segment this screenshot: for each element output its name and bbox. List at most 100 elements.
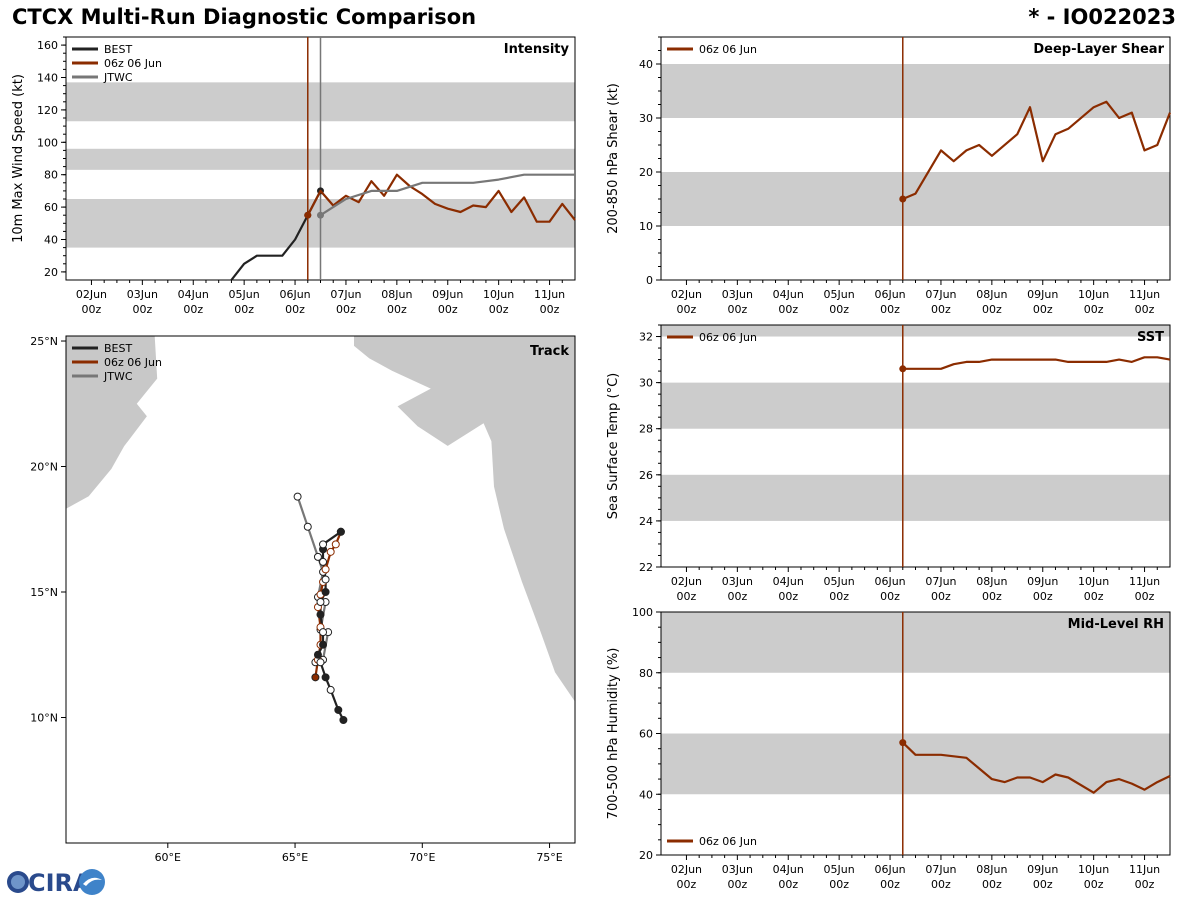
x-tick-label-day: 11Jun <box>1129 575 1160 588</box>
x-tick-label-day: 08Jun <box>976 863 1007 876</box>
panel-title: Intensity <box>504 42 570 57</box>
x-tick-label-day: 05Jun <box>229 288 260 301</box>
x-tick-label-day: 05Jun <box>824 575 855 588</box>
track-point-jtwc <box>313 552 322 561</box>
x-tick-label-hour: 00z <box>829 303 849 316</box>
track-point-run <box>326 547 335 556</box>
x-tick-label-day: 08Jun <box>976 575 1007 588</box>
x-tick-label-day: 09Jun <box>1027 288 1058 301</box>
x-tick-label-day: 02Jun <box>671 575 702 588</box>
y-tick-label: 120 <box>37 104 58 117</box>
x-tick-label-day: 10Jun <box>483 288 514 301</box>
x-tick-label-day: 09Jun <box>1027 863 1058 876</box>
series-marker-run <box>899 195 907 203</box>
x-tick-label-day: 03Jun <box>127 288 158 301</box>
x-tick-label-hour: 00z <box>336 303 356 316</box>
y-tick-label: 60 <box>639 728 653 741</box>
x-tick-label-hour: 00z <box>1084 590 1104 603</box>
shaded-band <box>661 474 1170 521</box>
y-tick-label: 30 <box>639 377 653 390</box>
shaded-band <box>661 325 1170 337</box>
legend-label-jtwc: JTWC <box>103 370 133 383</box>
y-tick-label: 20 <box>639 849 653 862</box>
land-india <box>353 335 576 704</box>
y-axis-label: 700-500 hPa Humidity (%) <box>606 648 621 820</box>
panel-title: Mid-Level RH <box>1068 617 1164 632</box>
x-tick-label-day: 07Jun <box>925 575 956 588</box>
lat-tick-label: 10°N <box>30 712 58 725</box>
panel-title: Deep-Layer Shear <box>1033 42 1164 57</box>
track-point-best <box>321 673 330 682</box>
y-tick-label: 32 <box>639 331 653 344</box>
y-tick-label: 160 <box>37 39 58 52</box>
x-tick-label-day: 07Jun <box>925 288 956 301</box>
x-tick-label-hour: 00z <box>1135 303 1155 316</box>
x-tick-label-day: 11Jun <box>1129 288 1160 301</box>
lon-tick-label: 65°E <box>282 851 308 864</box>
y-tick-label: 26 <box>639 469 653 482</box>
track-point-best <box>316 658 325 667</box>
series-marker-run <box>304 211 312 219</box>
y-tick-label: 20 <box>44 266 58 279</box>
lon-tick-label: 75°E <box>536 851 562 864</box>
legend-label-best: BEST <box>104 43 132 56</box>
y-axis-label: Sea Surface Temp (°C) <box>606 373 621 520</box>
track-point-run <box>321 565 330 574</box>
y-tick-label: 40 <box>639 788 653 801</box>
x-tick-label-hour: 00z <box>1033 590 1053 603</box>
x-tick-label-hour: 00z <box>1135 878 1155 891</box>
x-tick-label-hour: 00z <box>982 878 1002 891</box>
track-point-best <box>321 575 330 584</box>
y-tick-label: 100 <box>632 606 653 619</box>
legend-label-run: 06z 06 Jun <box>699 43 757 56</box>
x-tick-label-hour: 00z <box>727 878 747 891</box>
x-tick-label-day: 09Jun <box>432 288 463 301</box>
y-tick-label: 28 <box>639 423 653 436</box>
swoosh-icon <box>83 877 102 886</box>
x-tick-label-hour: 00z <box>778 303 798 316</box>
shaded-band <box>661 733 1170 795</box>
track-point-jtwc <box>293 492 302 501</box>
track-point-run <box>331 540 340 549</box>
lon-tick-label: 70°E <box>409 851 435 864</box>
x-tick-label-hour: 00z <box>1033 303 1053 316</box>
x-tick-label-hour: 00z <box>982 303 1002 316</box>
x-tick-label-hour: 00z <box>438 303 458 316</box>
x-tick-label-hour: 00z <box>931 303 951 316</box>
x-tick-label-hour: 00z <box>540 303 560 316</box>
x-tick-label-hour: 00z <box>1033 878 1053 891</box>
x-tick-label-day: 09Jun <box>1027 575 1058 588</box>
shaded-band <box>661 172 1170 226</box>
x-tick-label-day: 08Jun <box>976 288 1007 301</box>
x-tick-label-hour: 00z <box>880 590 900 603</box>
y-axis-label: 10m Max Wind Speed (kt) <box>11 74 26 243</box>
x-tick-label-hour: 00z <box>132 303 152 316</box>
legend-label-best: BEST <box>104 342 132 355</box>
legend-label-run: 06z 06 Jun <box>104 57 162 70</box>
shaded-band <box>661 382 1170 429</box>
series-line-best <box>230 190 322 281</box>
x-tick-label-day: 08Jun <box>381 288 412 301</box>
x-tick-label-day: 10Jun <box>1078 863 1109 876</box>
x-tick-label-day: 05Jun <box>824 863 855 876</box>
page-title: CTCX Multi-Run Diagnostic Comparison <box>12 5 477 29</box>
x-tick-label-hour: 00z <box>677 590 697 603</box>
y-tick-label: 140 <box>37 72 58 85</box>
x-tick-label-day: 06Jun <box>874 288 905 301</box>
legend-label-run: 06z 06 Jun <box>104 356 162 369</box>
y-tick-label: 60 <box>44 201 58 214</box>
x-tick-label-day: 07Jun <box>330 288 361 301</box>
track-point-jtwc <box>303 522 312 531</box>
track-point-best <box>334 705 343 714</box>
x-tick-label-hour: 00z <box>285 303 305 316</box>
map-frame <box>65 335 576 844</box>
x-tick-label-day: 11Jun <box>534 288 565 301</box>
x-tick-label-hour: 00z <box>778 878 798 891</box>
legend-label-jtwc: JTWC <box>103 71 133 84</box>
x-tick-label-hour: 00z <box>1084 878 1104 891</box>
globe-inner-icon <box>11 875 25 889</box>
x-tick-label-hour: 00z <box>931 590 951 603</box>
y-tick-label: 10 <box>639 220 653 233</box>
lat-tick-label: 20°N <box>30 461 58 474</box>
